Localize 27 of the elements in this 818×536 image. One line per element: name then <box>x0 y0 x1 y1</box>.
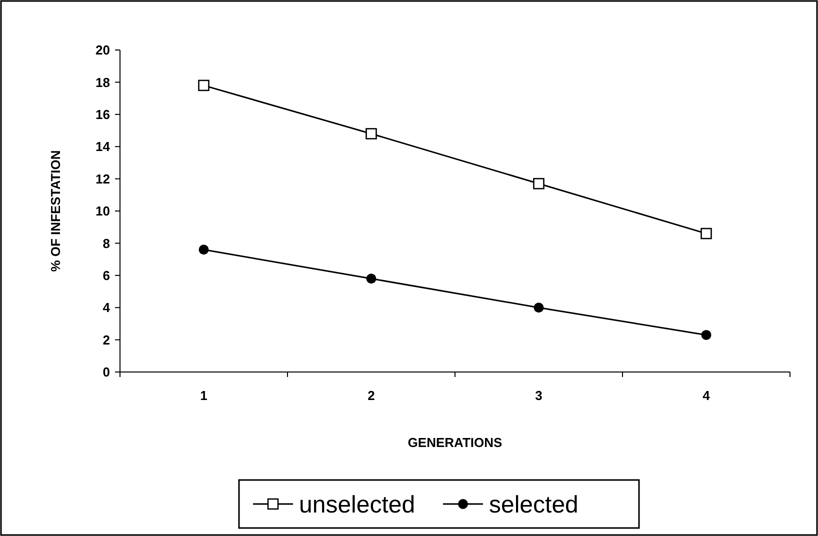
point <box>534 302 544 313</box>
y-tick-label: 14 <box>96 139 111 154</box>
y-tick-label: 6 <box>102 268 110 283</box>
y-tick-label: 10 <box>96 204 110 219</box>
point <box>198 244 209 255</box>
y-tick-label: 0 <box>102 364 110 380</box>
y-tick-label: 4 <box>102 300 111 316</box>
point <box>366 274 376 284</box>
x-tick-label: 3 <box>535 388 542 403</box>
point <box>700 228 712 240</box>
legend-label: unselected <box>299 491 416 518</box>
point <box>366 128 377 140</box>
y-tick-label: 2 <box>102 332 110 348</box>
y-tick-label: 16 <box>96 106 110 122</box>
y-tick-label: 18 <box>96 74 110 90</box>
y-tick-label: 12 <box>96 171 110 186</box>
y-axis-title: % OF INFESTATION <box>48 150 63 272</box>
x-tick-label: 1 <box>200 388 208 403</box>
y-tick-label: 8 <box>102 236 110 251</box>
point <box>701 330 712 340</box>
legend-label: selected <box>489 491 578 518</box>
y-tick-label: 20 <box>96 42 110 58</box>
point <box>533 178 544 190</box>
x-tick-label: 2 <box>368 388 375 403</box>
point <box>198 80 210 92</box>
x-tick-label: 4 <box>702 388 711 403</box>
x-axis-title: GENERATIONS <box>408 435 503 450</box>
